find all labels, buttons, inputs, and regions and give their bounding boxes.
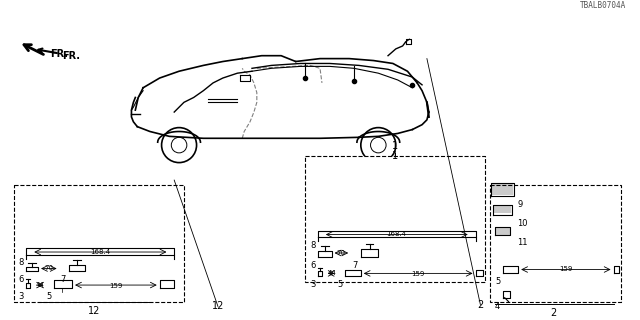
Text: 7: 7 bbox=[61, 275, 66, 284]
Text: 1: 1 bbox=[392, 151, 398, 161]
Text: 8: 8 bbox=[310, 241, 316, 250]
Text: 5: 5 bbox=[495, 277, 500, 286]
Bar bbox=[14, 185, 184, 301]
Text: 159: 159 bbox=[412, 271, 425, 277]
Text: FR.: FR. bbox=[50, 49, 68, 59]
Text: 6: 6 bbox=[310, 261, 316, 270]
Text: 9: 9 bbox=[517, 200, 522, 209]
Bar bbox=[490, 185, 621, 301]
Text: 44: 44 bbox=[36, 282, 44, 288]
Text: 4: 4 bbox=[495, 301, 500, 311]
Text: 3: 3 bbox=[310, 280, 316, 289]
Text: 5: 5 bbox=[46, 292, 51, 301]
Text: 70: 70 bbox=[44, 266, 53, 271]
Text: 7: 7 bbox=[352, 261, 358, 270]
Text: 44: 44 bbox=[327, 270, 336, 276]
Text: 168.4: 168.4 bbox=[387, 231, 407, 237]
Text: 8: 8 bbox=[19, 258, 24, 267]
Text: 6: 6 bbox=[19, 275, 24, 284]
Text: 70: 70 bbox=[337, 250, 346, 256]
Text: 11: 11 bbox=[517, 238, 528, 247]
Bar bbox=[305, 156, 485, 282]
Text: 2: 2 bbox=[550, 308, 556, 318]
Text: 168.4: 168.4 bbox=[90, 249, 111, 255]
Text: 12: 12 bbox=[88, 307, 100, 316]
Text: 159: 159 bbox=[559, 267, 573, 272]
Text: FR.: FR. bbox=[38, 49, 81, 60]
Text: 5: 5 bbox=[337, 280, 343, 289]
Text: TBALB0704A: TBALB0704A bbox=[580, 1, 626, 10]
Text: 10: 10 bbox=[517, 219, 528, 228]
Text: 12: 12 bbox=[212, 301, 224, 311]
Text: 1: 1 bbox=[392, 141, 398, 151]
Text: 3: 3 bbox=[19, 292, 24, 301]
Text: 2: 2 bbox=[477, 300, 483, 310]
Text: 159: 159 bbox=[109, 283, 123, 289]
